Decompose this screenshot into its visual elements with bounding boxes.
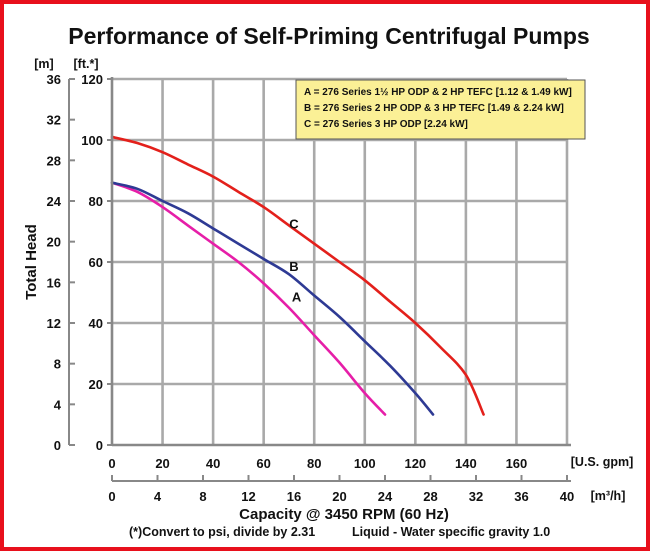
x-tick-label: 60 xyxy=(256,456,270,471)
curves xyxy=(110,135,485,416)
legend-entry: A = 276 Series 1½ HP ODP & 2 HP TEFC [1.… xyxy=(304,87,572,98)
x-tick-label: 80 xyxy=(307,456,321,471)
legend-box xyxy=(295,79,586,140)
y2-unit-label: [m] xyxy=(34,57,53,71)
y2-tick-label: 32 xyxy=(47,113,61,128)
x2-tick-label: 36 xyxy=(514,489,528,504)
y2-tick-label: 28 xyxy=(47,153,61,168)
curve-label-b: B xyxy=(289,259,298,274)
y-tick-label: 80 xyxy=(89,194,103,209)
legend-entry: B = 276 Series 2 HP ODP & 3 HP TEFC [1.4… xyxy=(304,103,564,114)
x-tick-label: 20 xyxy=(155,456,169,471)
x2-tick-label: 40 xyxy=(560,489,574,504)
x2-tick-label: 28 xyxy=(423,489,437,504)
x2-tick-label: 20 xyxy=(332,489,346,504)
x-tick-label: 120 xyxy=(404,456,426,471)
y2-tick-label: 8 xyxy=(54,357,61,372)
y-tick-label: 60 xyxy=(89,255,103,270)
y2-tick-label: 12 xyxy=(47,316,61,331)
x2-unit-label: [m³/h] xyxy=(591,489,626,503)
y2-tick-label: 24 xyxy=(47,194,62,209)
x2-tick-label: 0 xyxy=(108,489,115,504)
curve-label-a: A xyxy=(292,290,302,305)
y2-tick-label: 20 xyxy=(47,235,61,250)
y-tick-label: 20 xyxy=(89,377,103,392)
x-tick-label: 40 xyxy=(206,456,220,471)
x-tick-label: 100 xyxy=(354,456,376,471)
y2-tick-label: 36 xyxy=(47,72,61,87)
x-tick-label: 140 xyxy=(455,456,477,471)
curve-a xyxy=(110,181,387,416)
footnote-left: (*)Convert to psi, divide by 2.31 xyxy=(129,525,315,539)
curve-b xyxy=(110,181,435,416)
pump-performance-chart: Performance of Self-Priming Centrifugal … xyxy=(23,23,634,539)
y-tick-label: 120 xyxy=(81,72,103,87)
y-tick-label: 100 xyxy=(81,133,103,148)
curve-label-c: C xyxy=(289,216,299,231)
legend: A = 276 Series 1½ HP ODP & 2 HP TEFC [1.… xyxy=(295,79,586,140)
x2-tick-label: 16 xyxy=(287,489,301,504)
chart-title: Performance of Self-Priming Centrifugal … xyxy=(68,23,589,49)
x-tick-label: 160 xyxy=(506,456,528,471)
x2-tick-label: 4 xyxy=(154,489,162,504)
x-axis-label: Capacity @ 3450 RPM (60 Hz) xyxy=(239,506,449,523)
y2-tick-label: 16 xyxy=(47,275,61,290)
y2-tick-label: 0 xyxy=(54,438,61,453)
curve-labels: A B C xyxy=(289,216,302,304)
y-axis-label: Total Head xyxy=(23,224,40,300)
y-tick-label: 40 xyxy=(89,316,103,331)
y-unit-label: [ft.*] xyxy=(74,57,99,71)
x2-tick-label: 32 xyxy=(469,489,483,504)
curve-c xyxy=(110,135,485,416)
x2-tick-label: 8 xyxy=(199,489,206,504)
x-unit-label: [U.S. gpm] xyxy=(571,455,634,469)
x-tick-label: 0 xyxy=(108,456,115,471)
y-tick-label: 0 xyxy=(96,438,103,453)
x2-tick-label: 12 xyxy=(241,489,255,504)
grid-lines xyxy=(112,77,569,445)
footnote-right: Liquid - Water specific gravity 1.0 xyxy=(352,525,550,539)
x2-tick-label: 24 xyxy=(378,489,393,504)
y2-tick-label: 4 xyxy=(54,397,62,412)
legend-entry: C = 276 Series 3 HP ODP [2.24 kW] xyxy=(304,119,468,130)
